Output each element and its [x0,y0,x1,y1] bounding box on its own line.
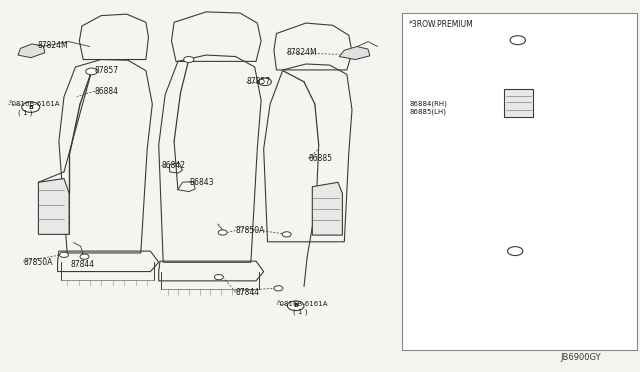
Text: 87844: 87844 [236,288,260,296]
Circle shape [510,36,525,45]
Text: ( 1 ): ( 1 ) [18,109,33,116]
Circle shape [184,57,194,62]
Text: 87850A: 87850A [236,226,265,235]
Circle shape [214,275,223,280]
Circle shape [282,232,291,237]
Text: °0816B-6161A: °0816B-6161A [8,101,60,107]
Circle shape [508,247,523,256]
Text: 87857: 87857 [95,66,119,75]
Circle shape [259,78,271,86]
Text: °0816B-6161A: °0816B-6161A [276,301,328,307]
Text: 87824M: 87824M [287,48,317,57]
Text: 87824M: 87824M [37,41,68,50]
Text: ( 1 ): ( 1 ) [293,308,308,315]
Polygon shape [38,179,69,234]
Polygon shape [339,46,370,60]
Polygon shape [504,89,533,117]
Circle shape [22,102,40,112]
Text: 87844: 87844 [70,260,95,269]
Text: 86885: 86885 [308,154,333,163]
Text: 87850A: 87850A [23,258,52,267]
Circle shape [287,301,304,311]
Circle shape [274,286,283,291]
Text: JB6900GY: JB6900GY [560,353,600,362]
Bar [402,13,637,350]
Circle shape [80,254,89,259]
Circle shape [60,252,68,257]
Text: 86884: 86884 [95,87,119,96]
Polygon shape [312,182,342,235]
Text: *3ROW.PREMIUM: *3ROW.PREMIUM [408,20,473,29]
Text: B6843: B6843 [189,178,213,187]
Text: 86842: 86842 [161,161,186,170]
Text: 86884(RH): 86884(RH) [410,101,447,108]
Circle shape [86,68,97,75]
Text: 86885(LH): 86885(LH) [410,108,447,115]
Text: B: B [293,303,298,308]
Text: 87857: 87857 [246,77,271,86]
Polygon shape [18,44,45,58]
Circle shape [218,230,227,235]
Text: B: B [28,105,33,110]
